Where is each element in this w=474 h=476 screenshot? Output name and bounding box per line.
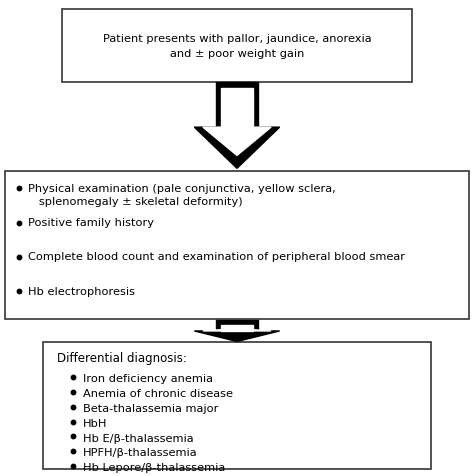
Text: Hb Lepore/β-thalassemia: Hb Lepore/β-thalassemia xyxy=(83,462,225,472)
Text: Iron deficiency anemia: Iron deficiency anemia xyxy=(83,374,213,384)
Polygon shape xyxy=(216,320,258,331)
Polygon shape xyxy=(194,128,280,169)
Bar xyxy=(43,343,431,469)
Polygon shape xyxy=(216,83,258,128)
Text: Patient presents with pallor, jaundice, anorexia
and ± poor weight gain: Patient presents with pallor, jaundice, … xyxy=(103,34,371,59)
Text: HPFH/β-thalassemia: HPFH/β-thalassemia xyxy=(83,447,198,457)
Text: Physical examination (pale conjunctiva, yellow sclera,
   splenomegaly ± skeleta: Physical examination (pale conjunctiva, … xyxy=(28,183,336,207)
Bar xyxy=(62,10,412,83)
Text: Beta-thalassemia major: Beta-thalassemia major xyxy=(83,403,219,413)
Polygon shape xyxy=(203,128,271,156)
Text: Hb E/β-thalassemia: Hb E/β-thalassemia xyxy=(83,433,193,443)
Text: Hb electrophoresis: Hb electrophoresis xyxy=(28,286,136,296)
Text: HbH: HbH xyxy=(83,418,108,428)
Bar xyxy=(5,171,469,319)
Text: Differential diagnosis:: Differential diagnosis: xyxy=(57,351,187,364)
Polygon shape xyxy=(221,89,253,128)
Polygon shape xyxy=(203,329,271,331)
Text: Anemia of chronic disease: Anemia of chronic disease xyxy=(83,388,233,398)
Text: Positive family history: Positive family history xyxy=(28,218,155,228)
Polygon shape xyxy=(194,331,280,342)
Polygon shape xyxy=(221,326,253,331)
Text: Complete blood count and examination of peripheral blood smear: Complete blood count and examination of … xyxy=(28,252,405,262)
